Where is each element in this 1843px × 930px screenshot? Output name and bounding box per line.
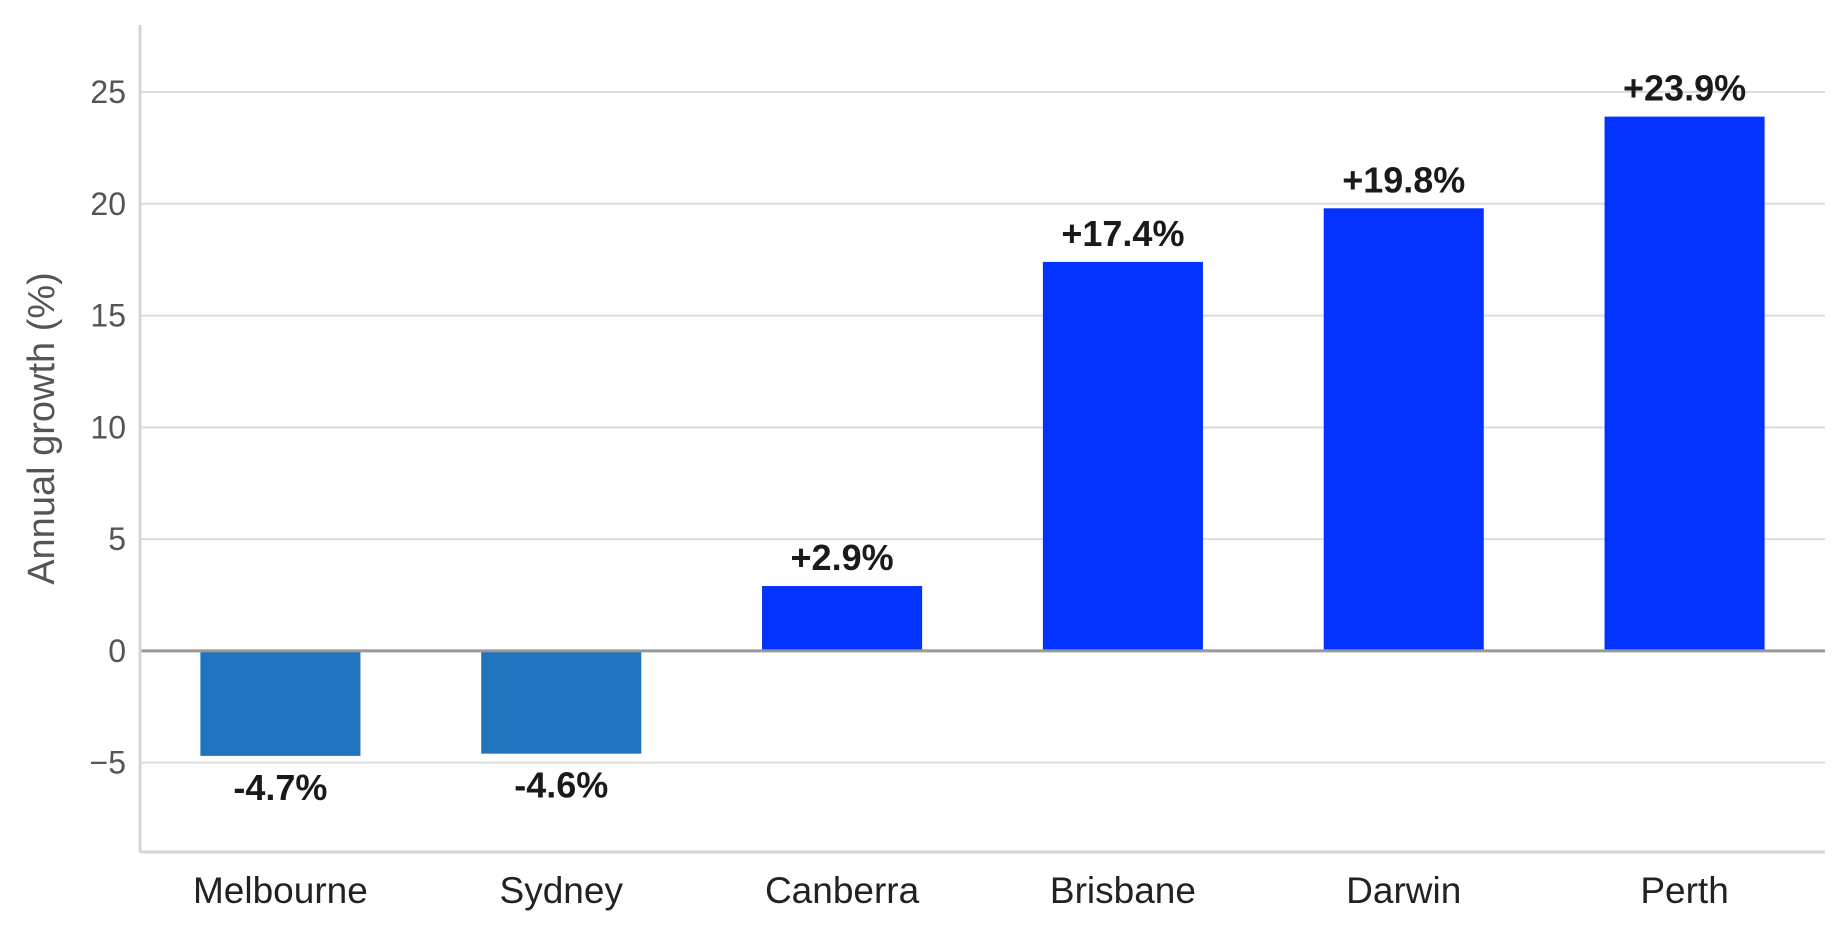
y-tick-label: 25 (90, 74, 126, 110)
x-tick-label: Darwin (1346, 870, 1461, 911)
bar (1604, 116, 1765, 651)
y-tick-label: 0 (108, 633, 126, 669)
bar (762, 586, 923, 651)
data-label: +17.4% (1061, 213, 1184, 254)
data-label: +19.8% (1342, 159, 1465, 200)
x-tick-label: Perth (1640, 870, 1728, 911)
y-tick-label: −5 (90, 745, 126, 781)
x-tick-label: Canberra (765, 870, 920, 911)
data-labels: -4.7% -4.6% +2.9% +17.4% +19.8% +23.9% (233, 68, 1746, 808)
bar (1323, 208, 1484, 651)
bar (1042, 261, 1203, 651)
data-label: -4.6% (514, 765, 608, 806)
x-tick-label: Sydney (500, 870, 624, 911)
data-label: +2.9% (791, 537, 894, 578)
gridlines (140, 91, 1825, 764)
x-tick-label: Melbourne (193, 870, 368, 911)
y-tick-label: 5 (108, 521, 126, 557)
y-tick-label: 20 (90, 186, 126, 222)
y-tick-label: 15 (90, 298, 126, 334)
y-axis-title: Annual growth (%) (21, 272, 63, 585)
y-tick-labels: −5 0 5 10 15 20 25 (90, 74, 126, 781)
data-label: +23.9% (1623, 68, 1746, 109)
bar (200, 650, 361, 756)
y-tick-label: 10 (90, 409, 126, 445)
bars (200, 116, 1765, 756)
bar (481, 650, 642, 754)
data-label: -4.7% (233, 767, 327, 808)
x-tick-label: Brisbane (1050, 870, 1196, 911)
x-tick-labels: Melbourne Sydney Canberra Brisbane Darwin Per… (193, 870, 1729, 911)
